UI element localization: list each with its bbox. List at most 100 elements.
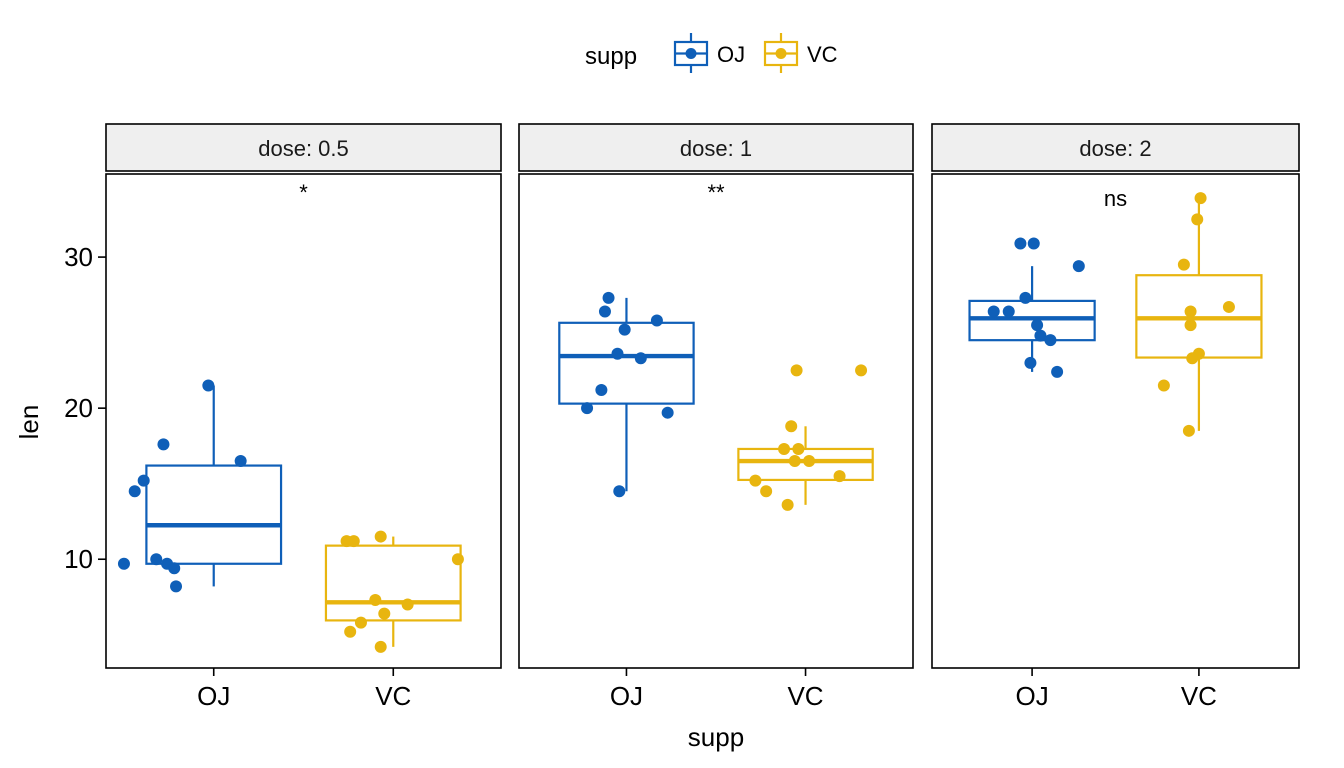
box-vc (324, 530, 464, 653)
data-point (595, 384, 608, 397)
panel-frame (105, 173, 502, 669)
data-point (378, 607, 391, 620)
data-point (613, 485, 626, 498)
facet-strip (105, 123, 502, 172)
data-point (202, 379, 215, 392)
legend-key-vc: VC (763, 33, 838, 73)
facet-panels: dose: 0.5 * OJ VC dose: 1 ** OJ VC dose: 2 ns OJ VC (105, 123, 1300, 711)
box-oj (968, 237, 1096, 378)
data-point (1222, 300, 1235, 313)
data-point (1044, 334, 1057, 347)
data-point (234, 455, 247, 468)
data-point (1184, 319, 1197, 332)
data-point (374, 530, 387, 543)
data-point (987, 305, 1000, 318)
significance-label: ** (707, 180, 725, 205)
significance-label: * (299, 180, 308, 205)
data-point (778, 442, 791, 455)
data-point (117, 557, 130, 570)
legend-key-point (775, 48, 787, 59)
facet-strip (518, 123, 914, 172)
data-point (1182, 424, 1195, 437)
x-tick-label: VC (1181, 681, 1217, 711)
data-point (1034, 329, 1047, 342)
y-axis-title: len (14, 405, 44, 440)
panel-frame (518, 173, 914, 669)
data-point (344, 625, 357, 638)
data-point (128, 485, 141, 498)
data-point (170, 580, 183, 593)
data-point (790, 364, 803, 377)
legend: supp OJ VC (585, 33, 838, 73)
x-tick-label: OJ (610, 681, 643, 711)
box-body (324, 544, 462, 622)
data-point (1157, 379, 1170, 392)
data-point (157, 438, 170, 451)
data-point (1051, 365, 1064, 378)
data-point (1014, 237, 1027, 250)
box-body (558, 321, 695, 405)
data-point (451, 553, 464, 566)
legend-title: supp (585, 43, 637, 70)
facet-strip-label: dose: 0.5 (258, 136, 349, 161)
legend-keys: OJ VC (673, 33, 838, 73)
data-point (374, 640, 387, 653)
box-body (145, 464, 283, 565)
box-oj (117, 379, 283, 593)
facet-panel: dose: 0.5 * OJ VC (105, 123, 502, 711)
data-point (803, 455, 816, 468)
data-point (650, 314, 663, 327)
x-tick-label: VC (787, 681, 823, 711)
y-tick-label: 30 (64, 242, 93, 272)
data-point (168, 562, 181, 575)
data-point (1019, 291, 1032, 304)
legend-label: VC (807, 42, 838, 67)
data-point (760, 485, 773, 498)
x-tick-label: OJ (1015, 681, 1048, 711)
data-point (1186, 352, 1199, 365)
data-point (1024, 356, 1037, 369)
data-point (1002, 305, 1015, 318)
data-point (792, 442, 805, 455)
panel-frame (931, 173, 1300, 669)
data-point (785, 420, 798, 433)
y-tick-label: 10 (64, 544, 93, 574)
facet-strip-label: dose: 1 (680, 136, 752, 161)
box-vc (1135, 192, 1263, 437)
data-point (369, 594, 382, 607)
data-point (602, 291, 615, 304)
data-point (1027, 237, 1040, 250)
x-axis-title: supp (688, 722, 744, 752)
data-point (150, 553, 163, 566)
x-tick-label: VC (375, 681, 411, 711)
data-point (1194, 192, 1207, 205)
data-point (749, 474, 762, 487)
data-point (833, 470, 846, 483)
y-axis: 10 20 30 (64, 242, 106, 574)
data-point (1177, 258, 1190, 271)
data-point (598, 305, 611, 318)
data-point (401, 598, 414, 611)
data-point (354, 616, 367, 629)
data-point (137, 474, 150, 487)
box-body (737, 447, 874, 482)
legend-label: OJ (717, 42, 745, 67)
data-point (855, 364, 868, 377)
data-point (611, 347, 624, 360)
box-body (968, 299, 1096, 342)
facet-strip (931, 123, 1300, 172)
data-point (1184, 305, 1197, 318)
y-tick-label: 20 (64, 393, 93, 423)
box-vc (737, 364, 874, 511)
box-oj (558, 291, 695, 498)
facet-strip-label: dose: 2 (1079, 136, 1151, 161)
data-point (1191, 213, 1204, 226)
facet-panel: dose: 1 ** OJ VC (518, 123, 914, 711)
data-point (634, 352, 647, 365)
data-point (661, 406, 674, 419)
data-point (581, 402, 594, 415)
data-point (1072, 260, 1085, 273)
data-point (1031, 319, 1044, 332)
significance-label: ns (1104, 186, 1127, 211)
